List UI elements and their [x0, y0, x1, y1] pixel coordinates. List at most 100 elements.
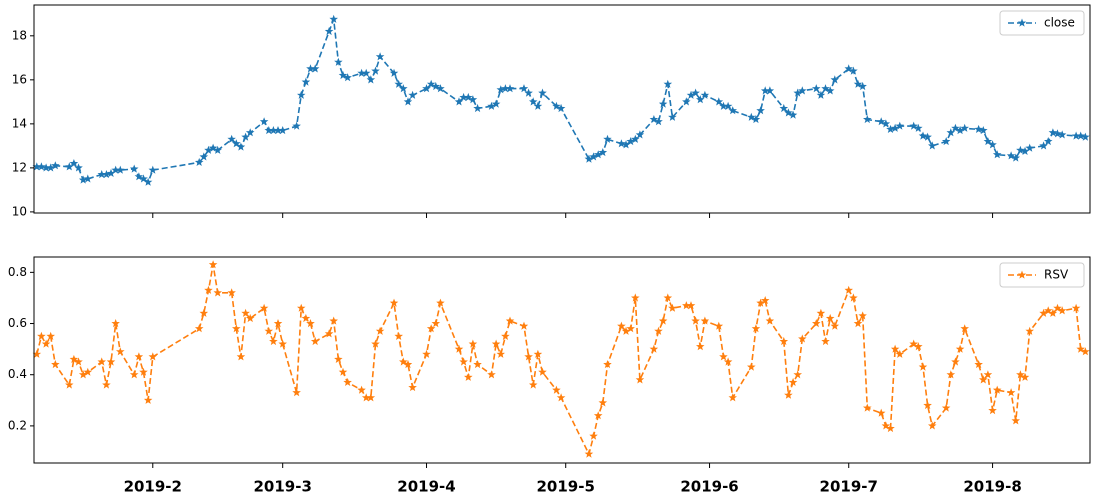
point [468, 95, 478, 104]
point [728, 106, 737, 115]
plot-frame [33, 4, 1091, 214]
point [524, 88, 533, 97]
point [682, 97, 691, 106]
point [459, 92, 468, 102]
point [436, 84, 445, 93]
point [329, 14, 338, 23]
point [691, 88, 700, 97]
point [765, 316, 775, 325]
point [259, 303, 269, 312]
point [111, 319, 120, 328]
point [464, 92, 473, 102]
point [593, 150, 603, 159]
y-tick-label: 10 [12, 204, 27, 218]
point [556, 103, 566, 113]
point [844, 64, 853, 73]
point [394, 331, 403, 340]
point [668, 303, 677, 312]
point [909, 339, 918, 348]
point [696, 95, 705, 104]
point [213, 288, 222, 297]
point [227, 134, 236, 143]
point [371, 66, 380, 75]
point [654, 326, 663, 335]
point [603, 360, 612, 369]
point [533, 101, 543, 110]
point [519, 84, 529, 93]
point [658, 99, 668, 108]
x-tick-label: 2019-4 [397, 478, 455, 496]
point [529, 97, 538, 106]
point [621, 140, 631, 149]
y-tick-label: 16 [12, 72, 27, 86]
point [686, 301, 696, 310]
point [292, 121, 301, 130]
point [723, 101, 733, 110]
point [241, 308, 250, 317]
point [598, 398, 608, 407]
point [960, 123, 969, 132]
point [825, 86, 835, 95]
point [881, 119, 891, 128]
point [139, 367, 148, 376]
point [1053, 303, 1062, 312]
point [556, 393, 566, 402]
point [343, 377, 352, 386]
x-tick-label: 2019-6 [680, 478, 738, 496]
legend-marker [1017, 270, 1027, 279]
point [338, 70, 348, 80]
point [324, 26, 334, 36]
point [496, 85, 505, 94]
y-tick-label: 18 [12, 28, 27, 42]
point [102, 380, 111, 389]
plot-frame [33, 256, 1091, 464]
point [1057, 306, 1067, 315]
point [538, 88, 547, 97]
point [422, 84, 431, 93]
point [297, 303, 306, 312]
point [148, 352, 158, 361]
point [1020, 372, 1030, 381]
point [1048, 128, 1058, 137]
point [46, 163, 55, 172]
y-tick-label: 0.2 [8, 418, 27, 432]
point [793, 88, 802, 97]
point [301, 77, 311, 86]
point [747, 112, 756, 121]
point [533, 349, 543, 358]
point [464, 372, 473, 381]
point [849, 293, 858, 302]
point [1076, 344, 1085, 353]
point [890, 344, 900, 353]
point [923, 400, 932, 410]
point [1011, 416, 1020, 425]
point [1053, 129, 1062, 138]
point [32, 162, 42, 171]
point [505, 316, 515, 325]
point [668, 112, 677, 121]
point [765, 86, 775, 95]
point [329, 316, 338, 325]
point [1006, 151, 1016, 160]
point [306, 319, 315, 328]
point [1025, 143, 1034, 152]
point [784, 390, 793, 399]
point [853, 79, 863, 88]
point [979, 375, 988, 384]
point [760, 86, 770, 95]
point [1057, 130, 1067, 139]
point [886, 124, 895, 133]
point [816, 308, 826, 317]
point [788, 377, 798, 386]
point [236, 352, 246, 361]
legend-label: close [1044, 16, 1075, 30]
point [496, 349, 505, 358]
point [41, 163, 51, 172]
point [1081, 347, 1090, 356]
point [747, 362, 756, 371]
point [259, 117, 269, 126]
point [491, 339, 501, 348]
point [760, 296, 770, 305]
point [473, 103, 482, 113]
point [245, 128, 255, 137]
